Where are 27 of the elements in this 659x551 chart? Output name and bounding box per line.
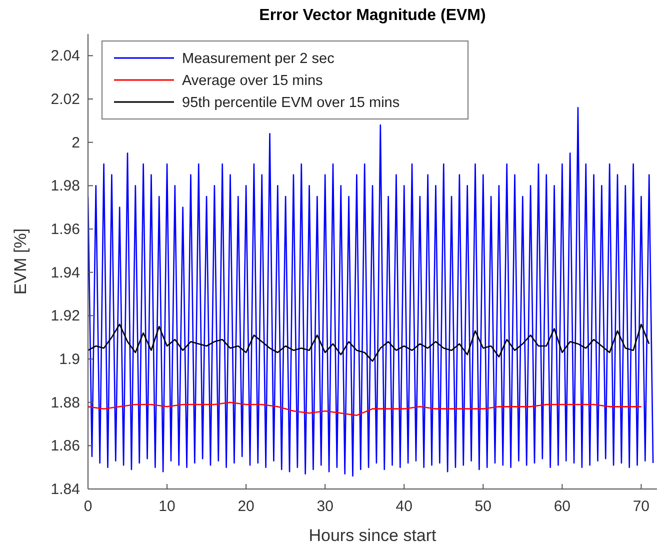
y-tick-label: 1.86: [50, 438, 80, 455]
x-tick-label: 60: [554, 498, 571, 515]
legend-label: Average over 15 mins: [182, 73, 323, 89]
line-series: [88, 324, 650, 362]
x-tick-label: 70: [632, 498, 650, 515]
y-tick-label: 1.9: [59, 351, 80, 368]
x-tick-label: 20: [238, 498, 254, 515]
line-series: [88, 402, 642, 416]
y-tick-label: 1.84: [50, 481, 80, 498]
x-tick-label: 40: [396, 498, 412, 515]
y-tick-label: 1.96: [50, 221, 80, 238]
y-tick-label: 1.94: [50, 264, 80, 282]
y-tick-label: 1.98: [50, 178, 80, 195]
x-tick-label: 0: [84, 498, 92, 515]
y-tick-label: 2: [72, 134, 80, 152]
y-tick-label: 1.92: [50, 308, 80, 325]
chart-title: Error Vector Magnitude (EVM): [259, 7, 486, 24]
legend-label: 95th percentile EVM over 15 mins: [182, 95, 400, 111]
x-axis-title: Hours since start: [308, 526, 437, 545]
x-tick-label: 50: [474, 498, 492, 515]
x-tick-label: 30: [316, 498, 334, 515]
y-axis-title: EVM [%]: [11, 228, 30, 295]
legend-label: Measurement per 2 sec: [182, 51, 334, 67]
y-tick-label: 1.88: [50, 394, 80, 412]
y-tick-label: 2.02: [50, 91, 80, 108]
y-tick-label: 2.04: [50, 48, 80, 65]
x-tick-label: 10: [158, 498, 176, 515]
